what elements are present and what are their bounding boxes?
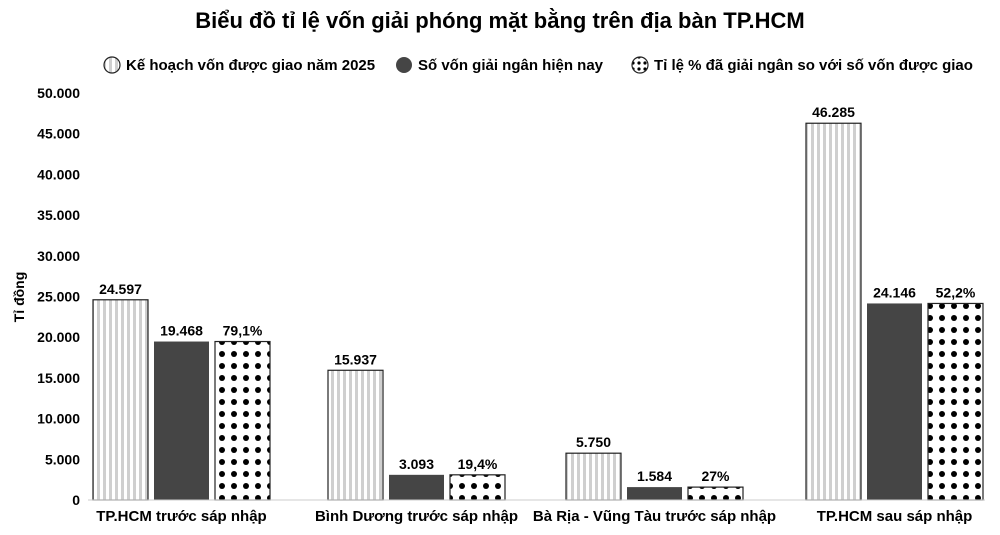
x-axis: TP.HCM trước sáp nhập Bình Dương trước sá… <box>88 499 985 525</box>
legend-label-ratio: Tỉ lệ % đã giải ngân so với số vốn được … <box>654 57 973 74</box>
y-tick-label: 10.000 <box>37 411 80 427</box>
legend-swatch-plan <box>103 56 121 74</box>
y-tick-label: 20.000 <box>37 329 80 345</box>
data-label: 19,4% <box>458 456 498 472</box>
bar-disbursed <box>389 474 444 500</box>
category-label: TP.HCM trước sáp nhập <box>96 508 266 525</box>
bar-ratio <box>214 340 271 501</box>
y-tick-label: 25.000 <box>37 289 80 305</box>
bar-plan <box>805 122 862 501</box>
data-label: 3.093 <box>399 456 434 472</box>
legend-swatch-ratio <box>631 56 649 74</box>
data-label: 19.468 <box>160 323 203 339</box>
y-tick-label: 5.000 <box>45 451 80 467</box>
data-label: 24.597 <box>99 281 142 297</box>
chart-title: Biểu đồ tỉ lệ vốn giải phóng mặt bằng tr… <box>195 8 805 33</box>
legend: Kế hoạch vốn được giao năm 2025 Số vốn g… <box>103 56 973 74</box>
bar-disbursed <box>867 303 922 500</box>
data-label: 15.937 <box>334 351 377 367</box>
legend-label-plan: Kế hoạch vốn được giao năm 2025 <box>126 57 375 74</box>
legend-item-ratio: Tỉ lệ % đã giải ngân so với số vốn được … <box>631 56 973 74</box>
y-tick-label: 15.000 <box>37 370 80 386</box>
bar-disbursed <box>627 487 682 500</box>
bar-ratio <box>449 474 506 501</box>
y-tick-label: 40.000 <box>37 166 80 182</box>
legend-swatch-disbursed <box>396 57 412 73</box>
y-tick-label: 35.000 <box>37 207 80 223</box>
y-tick-label: 45.000 <box>37 126 80 142</box>
data-label: 46.285 <box>812 104 855 120</box>
data-label: 52,2% <box>936 284 976 300</box>
legend-item-disbursed: Số vốn giải ngân hiện nay <box>396 57 604 74</box>
y-axis: 0 5.000 10.000 15.000 20.000 25.000 30.000 35.0… <box>37 85 80 508</box>
bar-plan <box>92 299 149 501</box>
y-tick-label: 30.000 <box>37 248 80 264</box>
bars: 24.597 19.468 79,1% 15.937 3.093 19,4% 5.750 1.… <box>92 104 984 501</box>
legend-label-disbursed: Số vốn giải ngân hiện nay <box>418 57 604 74</box>
category-label: Bình Dương trước sáp nhập <box>315 508 518 525</box>
bar-disbursed <box>154 341 209 500</box>
category-label: Bà Rịa - Vũng Tàu trước sáp nhập <box>533 508 776 525</box>
legend-item-plan: Kế hoạch vốn được giao năm 2025 <box>103 56 375 74</box>
bar-plan <box>327 369 384 501</box>
bar-ratio <box>687 486 744 501</box>
data-label: 5.750 <box>576 434 611 450</box>
y-tick-label: 0 <box>72 492 80 508</box>
bar-plan <box>565 452 622 501</box>
category-label: TP.HCM sau sáp nhập <box>817 508 973 525</box>
y-tick-label: 50.000 <box>37 85 80 101</box>
y-axis-label: Tỉ đồng <box>11 272 27 323</box>
data-label: 1.584 <box>637 468 672 484</box>
data-label: 24.146 <box>873 284 916 300</box>
data-label: 27% <box>701 468 730 484</box>
bar-ratio <box>927 302 984 501</box>
data-label: 79,1% <box>223 323 263 339</box>
